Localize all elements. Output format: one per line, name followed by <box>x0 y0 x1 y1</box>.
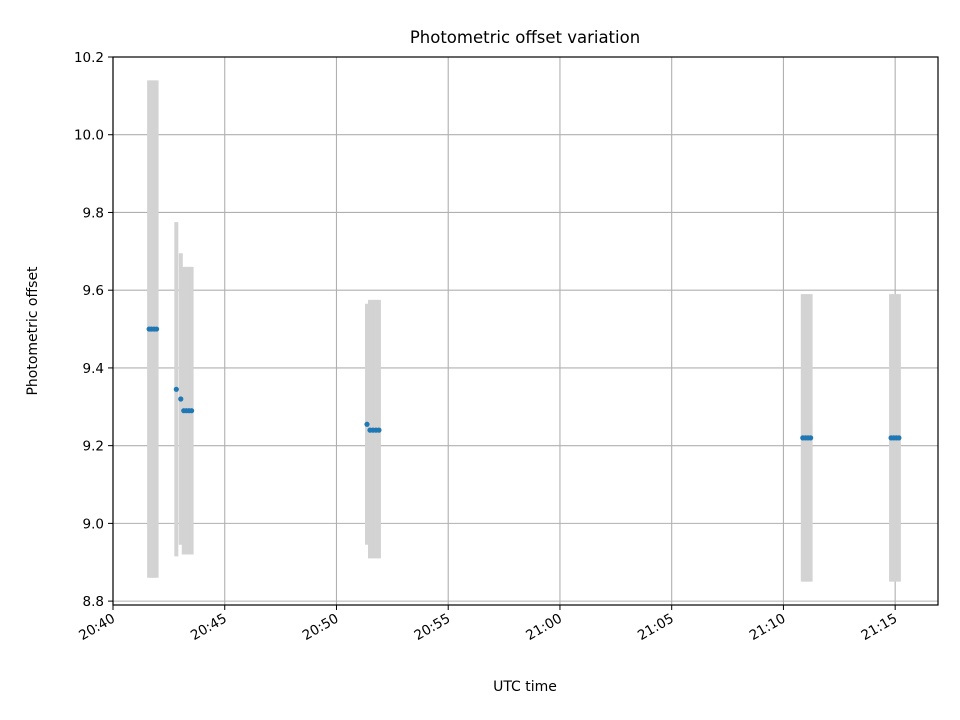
data-points <box>146 326 902 441</box>
data-point <box>808 435 814 441</box>
data-point <box>188 408 195 414</box>
y-tick-label: 9.8 <box>83 205 104 221</box>
chart-title: Photometric offset variation <box>410 28 640 47</box>
data-point <box>364 421 370 427</box>
y-tick-label: 8.8 <box>83 594 104 610</box>
data-point <box>173 386 179 392</box>
data-point <box>896 435 902 441</box>
plot-frame <box>112 56 939 606</box>
y-axis-label: Photometric offset <box>25 266 41 396</box>
data-point <box>153 326 160 332</box>
y-tick-label: 9.6 <box>83 283 104 299</box>
y-tick-label: 10.2 <box>74 50 104 66</box>
y-axis-ticks: 8.8 9.0 9.2 9.4 9.6 9.8 10.0 10.2 <box>74 50 113 610</box>
data-point <box>376 427 382 433</box>
y-tick-label: 9.2 <box>83 439 104 455</box>
y-tick-label: 9.4 <box>83 361 104 377</box>
y-tick-label: 10.0 <box>74 128 104 144</box>
gridlines <box>112 56 938 605</box>
y-tick-label: 9.0 <box>83 516 104 532</box>
data-point <box>178 396 184 402</box>
x-axis-label: UTC time <box>493 679 557 695</box>
